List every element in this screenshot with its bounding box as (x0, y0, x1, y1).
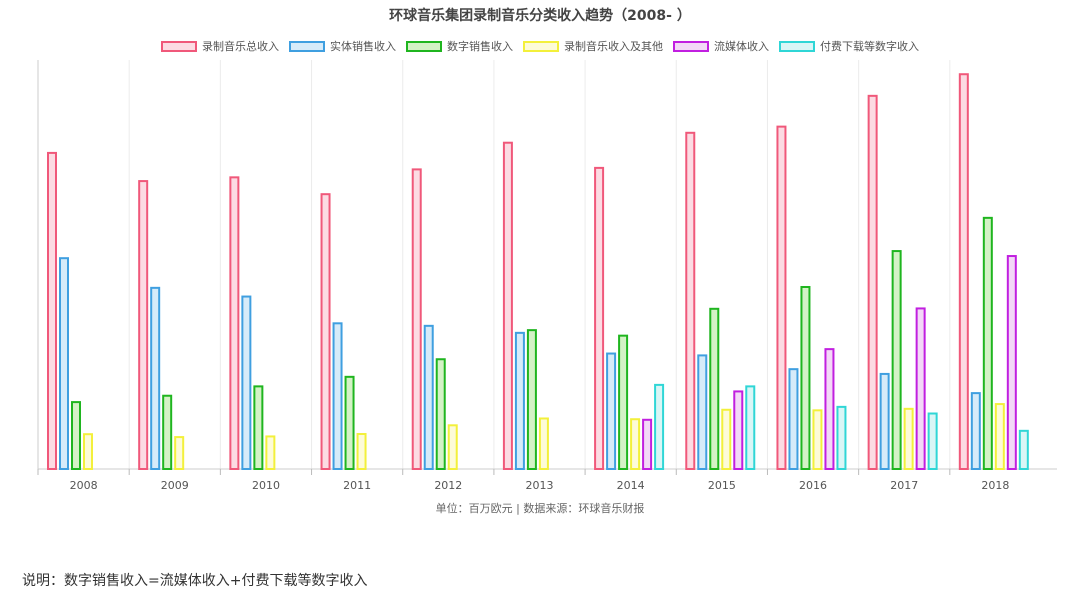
x-tick-label: 2009 (161, 479, 189, 492)
bar-2018-series-0[interactable] (958, 73, 969, 471)
legend-item[interactable]: 数字销售收入 (406, 38, 513, 54)
x-tick-label: 2013 (526, 479, 554, 492)
bar-2015-series-5[interactable] (745, 385, 756, 471)
bar-2011-series-1[interactable] (332, 322, 343, 471)
legend-item[interactable]: 流媒体收入 (673, 38, 769, 54)
legend-label: 流媒体收入 (714, 40, 769, 53)
chart-source-unit: 单位：百万欧元 | 数据来源：环球音乐财报 (435, 502, 645, 515)
bar-2008-series-0[interactable] (47, 151, 57, 470)
bar-2018-series-2[interactable] (982, 216, 993, 470)
bar-2015-series-3[interactable] (721, 408, 732, 470)
bar-2016-series-1[interactable] (788, 368, 799, 470)
x-tick-label: 2011 (343, 479, 371, 492)
legend-swatch (673, 40, 709, 52)
bar-2015-series-0[interactable] (685, 131, 696, 470)
x-tick-label: 2018 (981, 479, 1009, 492)
bar-2013-series-0[interactable] (502, 141, 513, 470)
bar-2013-series-2[interactable] (526, 329, 537, 471)
bar-2015-series-2[interactable] (709, 307, 720, 471)
legend-item[interactable]: 录制音乐总收入 (161, 38, 279, 54)
bar-2018-series-4[interactable] (1006, 255, 1017, 470)
bar-2014-series-3[interactable] (630, 418, 641, 470)
legend-swatch (523, 40, 559, 52)
chart-plot: 2008 2009 2010 2011 2012 2013 2014 2015 2016 2017… (37, 60, 1057, 492)
bar-2008-series-2[interactable] (71, 401, 81, 471)
bar-2011-series-2[interactable] (344, 375, 355, 471)
bar-2008-series-1[interactable] (59, 257, 69, 470)
legend-label: 数字销售收入 (447, 40, 513, 53)
bar-2011-series-0[interactable] (320, 193, 331, 470)
chart-title: 环球音乐集团录制音乐分类收入趋势（2008- ） (389, 8, 691, 24)
bar-2016-series-3[interactable] (812, 409, 823, 471)
bar-2016-series-5[interactable] (836, 405, 847, 470)
bar-2009-series-2[interactable] (162, 394, 173, 471)
bar-2016-series-0[interactable] (776, 125, 787, 471)
x-tick-label: 2016 (799, 479, 827, 492)
x-tick-label: 2008 (70, 479, 98, 492)
bar-2014-series-1[interactable] (606, 352, 617, 471)
legend-label: 录制音乐总收入 (202, 40, 279, 53)
bar-2010-series-1[interactable] (241, 295, 252, 470)
bar-2015-series-4[interactable] (733, 390, 744, 471)
bar-2017-series-0[interactable] (867, 94, 878, 471)
bar-2014-series-2[interactable] (618, 334, 629, 470)
bar-2012-series-3[interactable] (447, 424, 458, 471)
bar-2018-series-1[interactable] (970, 392, 981, 471)
legend-swatch (779, 40, 815, 52)
bar-2010-series-2[interactable] (253, 385, 264, 471)
bar-2013-series-1[interactable] (514, 331, 525, 470)
legend-label: 付费下载等数字收入 (820, 40, 919, 53)
legend-swatch (161, 40, 197, 52)
bar-2017-series-4[interactable] (915, 307, 926, 470)
bar-2012-series-0[interactable] (411, 168, 422, 471)
legend-item[interactable]: 实体销售收入 (289, 38, 396, 54)
x-tick-label: 2010 (252, 479, 280, 492)
bar-2010-series-0[interactable] (229, 176, 240, 470)
bar-2011-series-3[interactable] (356, 433, 367, 470)
bar-2017-series-1[interactable] (879, 372, 890, 470)
legend-swatch (289, 40, 325, 52)
bar-2008-series-3[interactable] (83, 433, 93, 471)
bar-2013-series-3[interactable] (538, 417, 549, 471)
bar-2016-series-2[interactable] (800, 286, 811, 470)
legend-label: 录制音乐收入及其他 (564, 40, 663, 53)
x-tick-label: 2015 (708, 479, 736, 492)
legend-item[interactable]: 录制音乐收入及其他 (523, 38, 663, 54)
bar-2018-series-3[interactable] (994, 403, 1005, 470)
x-tick-label: 2014 (617, 479, 645, 492)
bar-2017-series-5[interactable] (927, 412, 938, 471)
bar-2012-series-1[interactable] (423, 324, 434, 471)
x-tick-label: 2017 (890, 479, 918, 492)
legend-label: 实体销售收入 (330, 40, 396, 53)
bar-2010-series-3[interactable] (265, 435, 276, 470)
legend-item[interactable]: 付费下载等数字收入 (779, 38, 919, 54)
bar-2014-series-5[interactable] (654, 383, 665, 470)
chart-legend: 录制音乐总收入 实体销售收入 数字销售收入 录制音乐收入及其他 流媒体收入 付费下载等数字… (0, 38, 1080, 54)
legend-swatch (406, 40, 442, 52)
x-tick-label: 2012 (434, 479, 462, 492)
bar-2016-series-4[interactable] (824, 348, 835, 471)
bar-2014-series-4[interactable] (642, 418, 653, 471)
footnote: 说明：数字销售收入=流媒体收入+付费下载等数字收入 (22, 573, 368, 589)
bar-2014-series-0[interactable] (594, 166, 605, 470)
bar-2009-series-0[interactable] (138, 180, 149, 470)
bar-2012-series-2[interactable] (435, 358, 446, 471)
bar-2018-series-5[interactable] (1018, 429, 1029, 470)
bar-2015-series-1[interactable] (697, 354, 708, 471)
bar-2009-series-3[interactable] (174, 436, 185, 470)
bar-2017-series-3[interactable] (903, 407, 914, 470)
bar-2017-series-2[interactable] (891, 250, 902, 470)
bar-2009-series-1[interactable] (150, 286, 161, 470)
